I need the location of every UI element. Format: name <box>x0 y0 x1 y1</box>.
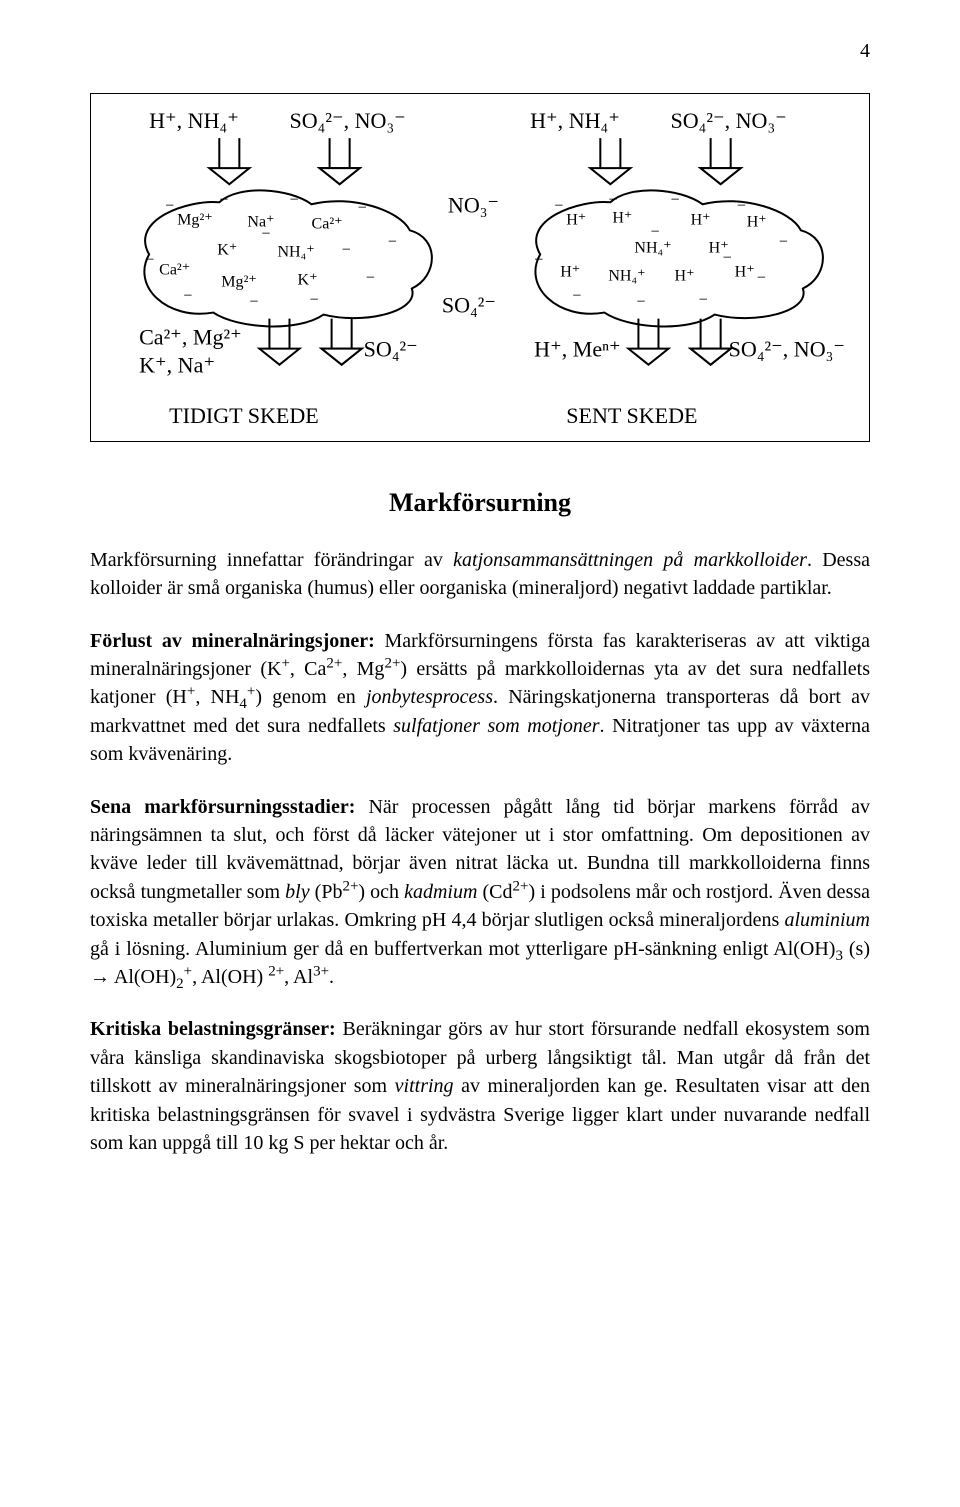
lead: Förlust av mineralnäringsjoner: <box>90 630 375 652</box>
text: . <box>329 966 334 988</box>
svg-text:H⁺: H⁺ <box>612 209 632 226</box>
svg-text:H⁺: H⁺ <box>560 263 580 280</box>
text-italic: jonbytesprocess <box>366 686 493 708</box>
section-heading: Markförsurning <box>90 488 870 518</box>
text: ) genom en <box>255 686 366 708</box>
fig-so4: SO₄²⁻ <box>442 293 496 318</box>
sub: 4 <box>239 696 247 712</box>
svg-text:−: − <box>699 292 708 309</box>
para-late-stage: Sena markförsurningsstadier: När process… <box>90 793 870 992</box>
svg-text:−: − <box>289 191 298 208</box>
svg-text:−: − <box>358 199 367 216</box>
text: , NH <box>195 686 239 708</box>
svg-text:H⁺: H⁺ <box>747 213 767 230</box>
text: Markförsurning innefattar förändringar a… <box>90 549 453 571</box>
svg-text:−: − <box>671 191 680 208</box>
svg-text:Ca²⁺: Ca²⁺ <box>159 261 190 278</box>
svg-text:NH₄⁺: NH₄⁺ <box>277 243 314 260</box>
text: , Al(OH) <box>192 966 268 988</box>
sup: 2+ <box>326 655 342 671</box>
stage-label-left: TIDIGT SKEDE <box>169 403 319 428</box>
fig-out-right-1: H⁺, Meⁿ⁺ <box>534 337 621 362</box>
lead: Sena markförsurningsstadier: <box>90 796 355 818</box>
text: (Cd <box>477 881 512 903</box>
svg-text:−: − <box>310 292 319 309</box>
sup: 2+ <box>384 655 400 671</box>
para-loss: Förlust av mineralnäringsjoner: Markförs… <box>90 627 870 769</box>
para-critical-load: Kritiska belastningsgränser: Beräkningar… <box>90 1015 870 1157</box>
colloid-right: H⁺ H⁺ H⁺ H⁺ NH₄⁺ H⁺ H⁺ NH₄⁺ H⁺ H⁺ − − − … <box>534 190 823 326</box>
sup: 2+ <box>513 878 529 894</box>
text-italic: vittring <box>395 1075 454 1097</box>
text: , Mg <box>342 658 384 680</box>
sup: 2+ <box>268 963 284 979</box>
text: , Ca <box>290 658 327 680</box>
svg-text:−: − <box>723 249 732 266</box>
svg-text:Mg²⁺: Mg²⁺ <box>221 273 257 290</box>
sub: 2 <box>176 976 184 992</box>
text: gå i lösning. Aluminium ger då en buffer… <box>90 938 835 960</box>
svg-text:H⁺: H⁺ <box>735 263 755 280</box>
svg-text:−: − <box>650 223 659 240</box>
text-italic: bly <box>285 881 309 903</box>
text: ) och <box>358 881 404 903</box>
soil-acidification-figure: H⁺, NH₄⁺ SO₄²⁻, NO₃⁻ H⁺, NH₄⁺ SO₄²⁻, NO₃… <box>90 93 870 442</box>
fig-out-left-3: SO₄²⁻ <box>364 337 418 362</box>
sup: + <box>184 963 192 979</box>
svg-text:−: − <box>388 233 397 250</box>
svg-text:−: − <box>636 294 645 311</box>
svg-text:−: − <box>261 225 270 242</box>
text: , Al <box>284 966 313 988</box>
fig-no3: NO₃⁻ <box>448 192 499 217</box>
fig-top-right-1: H⁺, NH₄⁺ <box>530 108 620 133</box>
svg-text:−: − <box>366 269 375 286</box>
svg-text:Ca²⁺: Ca²⁺ <box>312 215 343 232</box>
fig-top-left-1: H⁺, NH₄⁺ <box>149 108 239 133</box>
svg-text:−: − <box>779 233 788 250</box>
svg-text:−: − <box>342 241 351 258</box>
sup: 3+ <box>313 963 329 979</box>
svg-text:−: − <box>757 269 766 286</box>
text-italic: kadmium <box>404 881 477 903</box>
fig-out-right-2: SO₄²⁻, NO₃⁻ <box>729 337 845 362</box>
page: 4 H⁺, NH₄⁺ SO₄²⁻, NO₃⁻ H⁺, NH₄⁺ SO₄²⁻, N… <box>0 0 960 1241</box>
svg-text:H⁺: H⁺ <box>691 211 711 228</box>
figure-svg: H⁺, NH₄⁺ SO₄²⁻, NO₃⁻ H⁺, NH₄⁺ SO₄²⁻, NO₃… <box>109 104 851 435</box>
svg-text:−: − <box>572 288 581 305</box>
svg-text:−: − <box>145 251 154 268</box>
text: (Pb <box>310 881 343 903</box>
svg-text:K⁺: K⁺ <box>298 271 318 288</box>
svg-text:−: − <box>608 191 617 208</box>
svg-text:NH₄⁺: NH₄⁺ <box>608 267 645 284</box>
svg-text:K⁺: K⁺ <box>217 241 237 258</box>
text-italic: aluminium <box>784 909 870 931</box>
para-intro: Markförsurning innefattar förändringar a… <box>90 546 870 603</box>
svg-text:−: − <box>534 251 543 268</box>
svg-text:H⁺: H⁺ <box>566 211 586 228</box>
fig-top-left-2: SO₄²⁻, NO₃⁻ <box>289 108 405 133</box>
svg-text:H⁺: H⁺ <box>675 267 695 284</box>
text-italic: katjonsammansättningen på markkolloider <box>453 549 807 571</box>
svg-text:NH₄⁺: NH₄⁺ <box>634 239 671 256</box>
sup: 2+ <box>342 878 358 894</box>
colloid-left: Mg²⁺ Na⁺ Ca²⁺ K⁺ NH₄⁺ Ca²⁺ Mg²⁺ K⁺ − − −… <box>144 190 432 326</box>
svg-text:Mg²⁺: Mg²⁺ <box>177 211 213 228</box>
sup: + <box>281 655 289 671</box>
svg-text:−: − <box>737 197 746 214</box>
fig-out-left-2: K⁺, Na⁺ <box>139 353 215 378</box>
fig-top-right-2: SO₄²⁻, NO₃⁻ <box>671 108 787 133</box>
fig-out-left-1: Ca²⁺, Mg²⁺ <box>139 325 242 350</box>
svg-text:−: − <box>554 197 563 214</box>
stage-label-right: SENT SKEDE <box>566 403 697 428</box>
sub: 3 <box>835 948 843 964</box>
svg-text:−: − <box>165 197 174 214</box>
lead: Kritiska belastningsgränser: <box>90 1018 336 1040</box>
svg-text:−: − <box>249 294 258 311</box>
text-italic: sulfatjoner som motjoner <box>393 715 599 737</box>
svg-text:−: − <box>183 288 192 305</box>
page-number: 4 <box>90 40 870 63</box>
svg-text:−: − <box>219 191 228 208</box>
